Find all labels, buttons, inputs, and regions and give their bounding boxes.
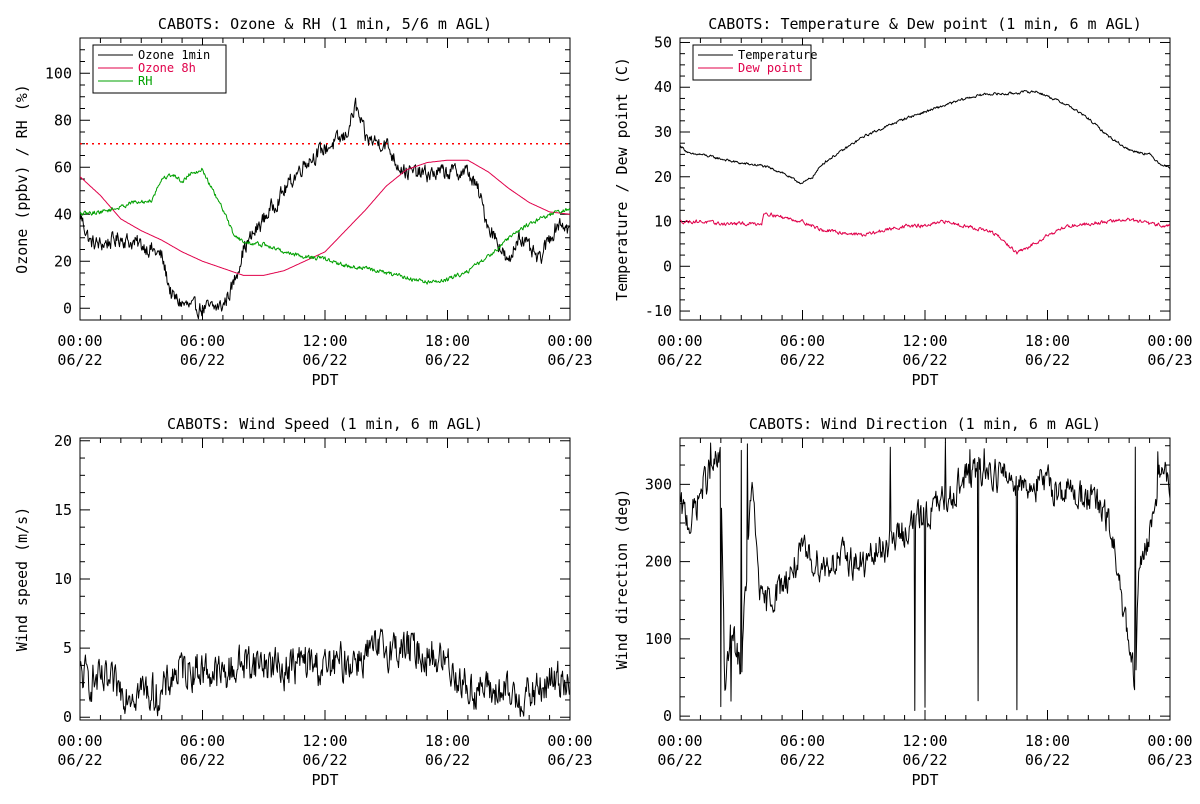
chart-panel-ozone: CABOTS: Ozone & RH (1 min, 5/6 m AGL) Ozo… (13, 15, 593, 389)
x-tick-label-date: 06/22 (657, 751, 702, 769)
series-line-rh (80, 167, 570, 285)
x-axis-label: PDT (311, 771, 338, 789)
x-tick-label-time: 12:00 (902, 332, 947, 350)
x-tick-label-date: 06/22 (302, 751, 347, 769)
x-tick-label-time: 00:00 (1147, 732, 1192, 750)
x-axis-label: PDT (311, 371, 338, 389)
chart-title: CABOTS: Wind Direction (1 min, 6 m AGL) (749, 415, 1101, 433)
x-tick-label-time: 06:00 (180, 332, 225, 350)
series-line-temperature (680, 90, 1170, 185)
x-tick-label-time: 18:00 (425, 732, 470, 750)
series-line-ozone-1min (80, 97, 570, 320)
x-tick-label-date: 06/22 (302, 351, 347, 369)
y-tick-label: 80 (54, 111, 72, 129)
x-tick-label-time: 12:00 (302, 732, 347, 750)
y-tick-label: 5 (63, 639, 72, 657)
x-tick-label-date: 06/22 (57, 351, 102, 369)
y-tick-label: 10 (654, 213, 672, 231)
x-tick-label-time: 12:00 (302, 332, 347, 350)
x-tick-label-date: 06/22 (657, 351, 702, 369)
y-tick-label: 50 (654, 33, 672, 51)
legend-label: Ozone 1min (138, 48, 210, 62)
y-axis-label: Temperature / Dew point (C) (613, 57, 631, 301)
y-tick-label: 20 (654, 168, 672, 186)
plot-frame (79, 437, 571, 721)
chart-panel-temp: CABOTS: Temperature & Dew point (1 min, … (613, 15, 1193, 389)
x-tick-label-time: 00:00 (57, 332, 102, 350)
x-tick-label-date: 06/22 (425, 751, 470, 769)
x-axis-label: PDT (911, 771, 938, 789)
legend-label: RH (138, 74, 152, 88)
x-tick-label-date: 06/22 (902, 751, 947, 769)
x-tick-label-time: 06:00 (180, 732, 225, 750)
x-tick-label-time: 00:00 (547, 332, 592, 350)
x-tick-label-time: 18:00 (1025, 332, 1070, 350)
x-tick-label-time: 00:00 (657, 332, 702, 350)
x-tick-label-date: 06/22 (780, 751, 825, 769)
chart-title: CABOTS: Temperature & Dew point (1 min, … (708, 15, 1141, 33)
legend-box (92, 44, 227, 94)
y-tick-label: 100 (45, 64, 72, 82)
x-tick-label-date: 06/22 (1025, 751, 1070, 769)
series-line-ozone-8h (80, 159, 570, 276)
series-line-wind-speed (80, 628, 570, 717)
x-tick-label-date: 06/23 (1147, 751, 1192, 769)
y-tick-label: 15 (54, 501, 72, 519)
y-tick-label: 20 (54, 432, 72, 450)
x-tick-label-date: 06/23 (547, 751, 592, 769)
y-tick-label: 20 (54, 252, 72, 270)
legend-label: Temperature (738, 48, 817, 62)
y-tick-label: 0 (63, 299, 72, 317)
chart-title: CABOTS: Wind Speed (1 min, 6 m AGL) (167, 415, 483, 433)
x-tick-label-time: 06:00 (780, 332, 825, 350)
y-tick-label: 100 (645, 630, 672, 648)
y-tick-label: 40 (654, 78, 672, 96)
series-line-dew-point (680, 212, 1170, 255)
y-axis-label: Wind direction (deg) (613, 489, 631, 670)
y-tick-label: 0 (63, 708, 72, 726)
y-axis-label: Ozone (ppbv) / RH (%) (13, 84, 31, 274)
y-axis-label: Wind speed (m/s) (13, 507, 31, 652)
x-tick-label-time: 00:00 (1147, 332, 1192, 350)
y-tick-label: 200 (645, 553, 672, 571)
x-tick-label-date: 06/22 (180, 351, 225, 369)
x-tick-label-time: 18:00 (1025, 732, 1070, 750)
x-tick-label-time: 00:00 (547, 732, 592, 750)
y-tick-label: 0 (663, 707, 672, 725)
x-tick-label-date: 06/23 (1147, 351, 1192, 369)
chart-panel-wind-speed: CABOTS: Wind Speed (1 min, 6 m AGL) Wind … (13, 415, 593, 789)
y-tick-label: 30 (654, 123, 672, 141)
y-tick-label: 10 (54, 570, 72, 588)
y-tick-label: -10 (645, 302, 672, 320)
x-axis-label: PDT (911, 371, 938, 389)
x-tick-label-time: 18:00 (425, 332, 470, 350)
x-tick-label-date: 06/22 (1025, 351, 1070, 369)
x-tick-label-time: 12:00 (902, 732, 947, 750)
x-tick-label-date: 06/22 (780, 351, 825, 369)
x-tick-label-time: 06:00 (780, 732, 825, 750)
legend-label: Dew point (738, 61, 803, 75)
x-tick-label-time: 00:00 (57, 732, 102, 750)
y-tick-label: 300 (645, 475, 672, 493)
y-tick-label: 40 (54, 205, 72, 223)
chart-panel-wind-dir: CABOTS: Wind Direction (1 min, 6 m AGL) W… (613, 415, 1193, 789)
x-tick-label-date: 06/22 (180, 751, 225, 769)
legend-label: Ozone 8h (138, 61, 196, 75)
y-tick-label: 0 (663, 257, 672, 275)
x-tick-label-date: 06/22 (57, 751, 102, 769)
x-tick-label-date: 06/22 (902, 351, 947, 369)
x-tick-label-time: 00:00 (657, 732, 702, 750)
legend-box (692, 44, 812, 81)
x-tick-label-date: 06/22 (425, 351, 470, 369)
chart-title: CABOTS: Ozone & RH (1 min, 5/6 m AGL) (158, 15, 492, 33)
x-tick-label-date: 06/23 (547, 351, 592, 369)
y-tick-label: 60 (54, 158, 72, 176)
series-line-wind-dir (680, 442, 1170, 711)
